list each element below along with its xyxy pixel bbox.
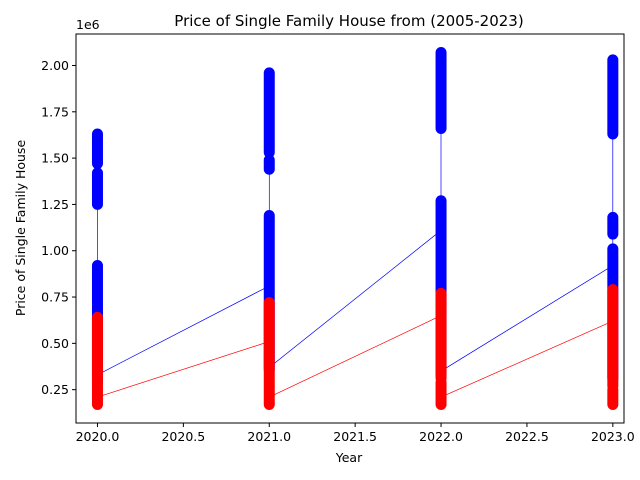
- series-1-points-3-1: [607, 284, 619, 392]
- x-tick-label: 2023.0: [591, 429, 635, 444]
- y-tick-label: 0.75: [41, 290, 69, 305]
- x-tick-label: 2022.0: [419, 429, 463, 444]
- y-tick-label: 1.25: [41, 197, 69, 212]
- x-tick-label: 2020.5: [161, 429, 205, 444]
- y-tick-label: 1.50: [41, 151, 69, 166]
- x-tick-label: 2021.5: [333, 429, 377, 444]
- x-axis-label: Year: [335, 450, 363, 465]
- y-tick-label: 1.00: [41, 243, 69, 258]
- y-axis: 0.25 0.50 0.75 1.00 1.25 1.50 1.75 2.00: [41, 58, 76, 397]
- plot-frame: [75, 33, 625, 424]
- series-0: [91, 47, 619, 388]
- plot-area: [75, 33, 625, 424]
- series-1-points-0-0: [91, 311, 103, 410]
- series-0-points-0-2: [91, 128, 103, 170]
- x-axis: 2020.0 2020.5 2021.0 2021.5 2022.0 2022.5 2023…: [76, 423, 635, 444]
- y-tick-label: 2.00: [41, 58, 69, 73]
- series-1-line: [97, 315, 613, 398]
- x-tick-label: 2021.0: [247, 429, 291, 444]
- x-tick-label: 2020.0: [76, 429, 120, 444]
- y-tick-label: 0.50: [41, 336, 69, 351]
- y-axis-label: Price of Single Family House: [13, 140, 28, 317]
- x-tick-label: 2022.5: [505, 429, 549, 444]
- y-tick-label: 0.25: [41, 382, 69, 397]
- series-1: [91, 284, 619, 410]
- y-offset-label: 1e6: [76, 17, 100, 32]
- chart-title: Price of Single Family House from (2005-…: [174, 12, 523, 30]
- series-0-line: [97, 52, 614, 376]
- y-tick-label: 1.75: [41, 104, 69, 119]
